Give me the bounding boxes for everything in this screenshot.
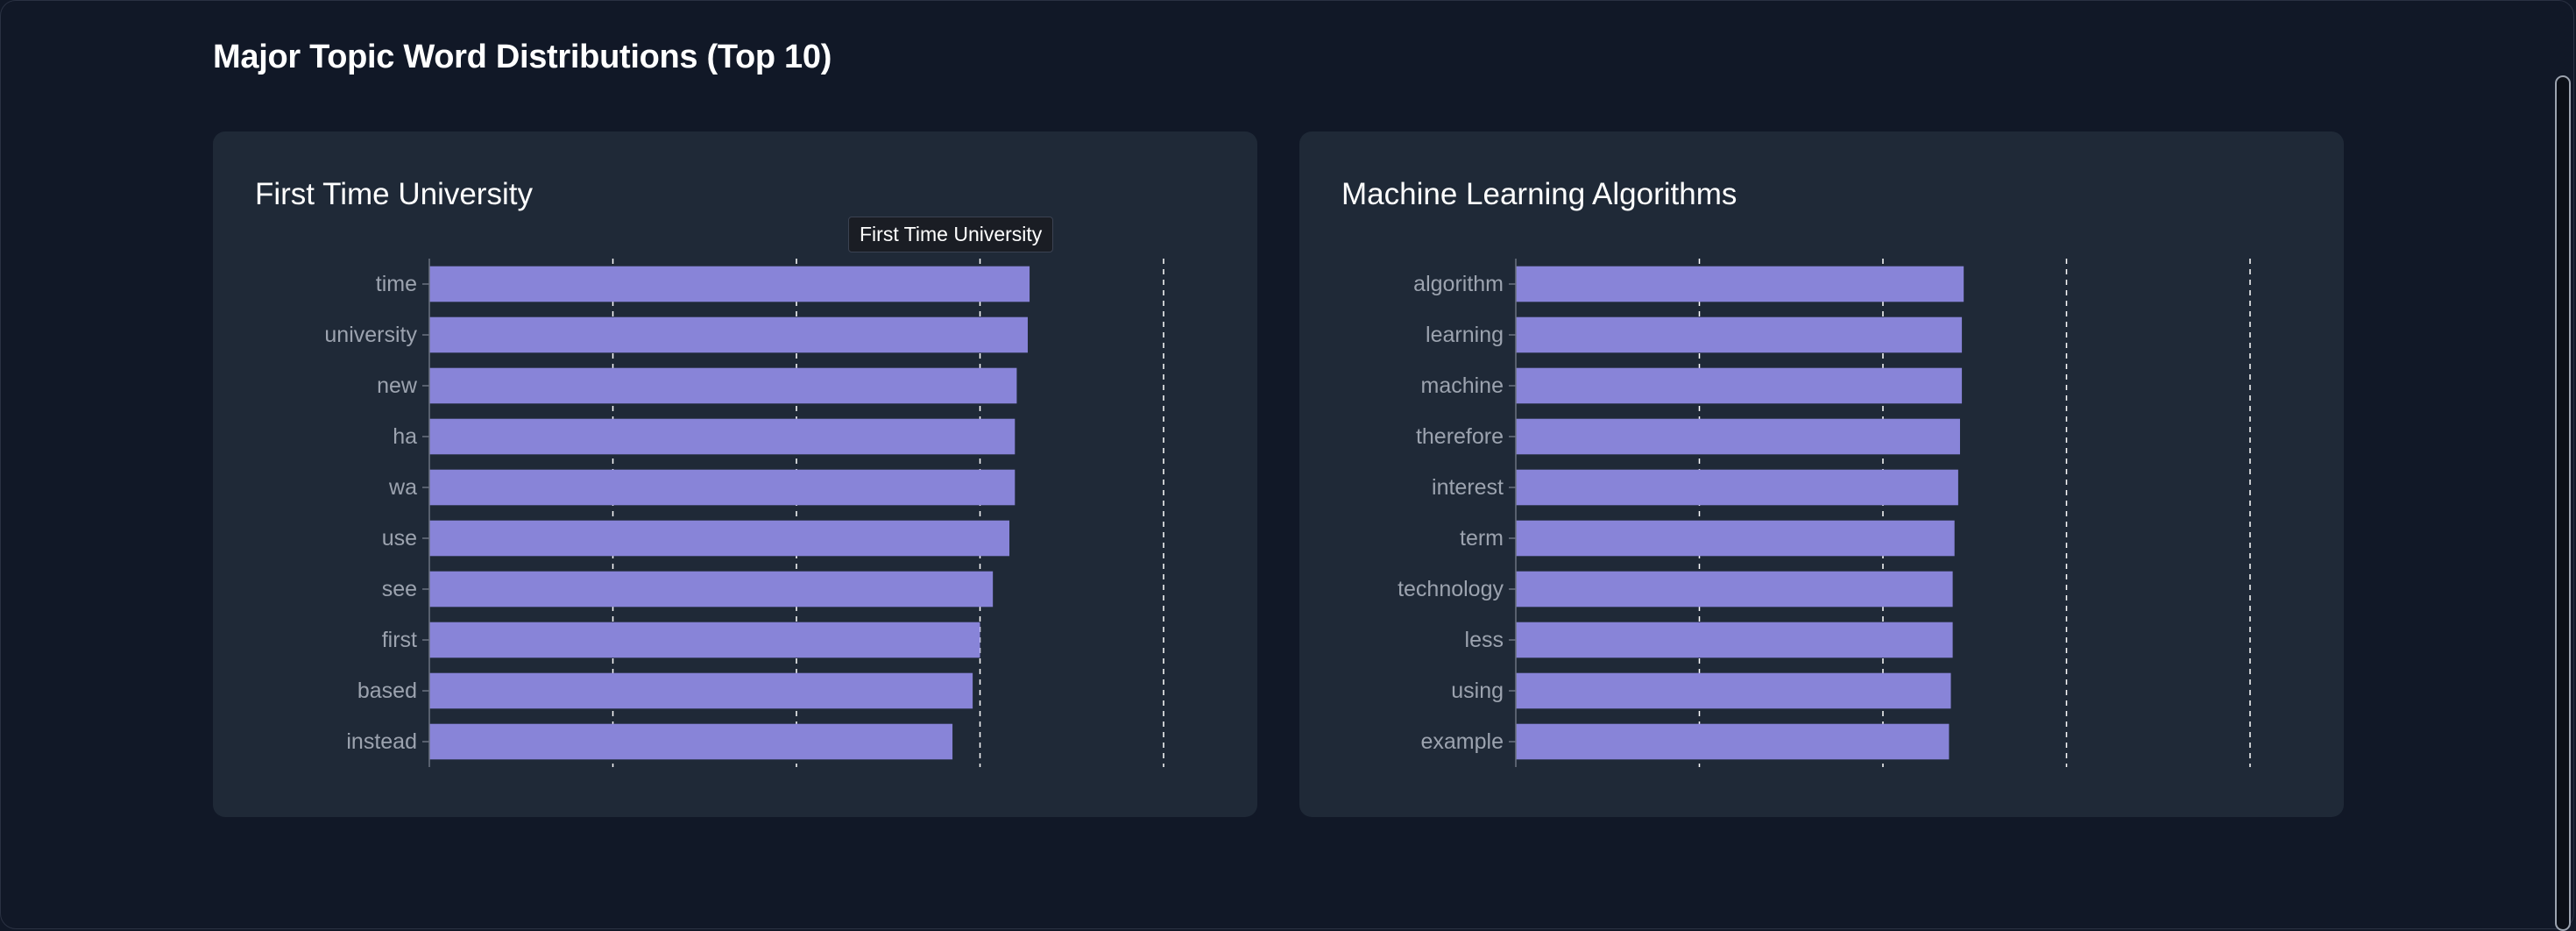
bar-learning: [1516, 316, 1963, 353]
y-tick-label: new: [377, 373, 418, 398]
chart-title: Machine Learning Algorithms: [1341, 177, 1737, 211]
y-tick-label: therefore: [1416, 424, 1504, 449]
bar-chart-first-time-university: time university new ha wa use see first based ins…: [324, 259, 1164, 767]
bar-interest: [1516, 469, 1958, 506]
chart-card-machine-learning-algorithms: Machine Learning Algorithms algorithm lea…: [1299, 131, 2344, 817]
page-scrollbar[interactable]: [2555, 75, 2571, 931]
chart-tooltip: First Time University: [848, 217, 1054, 252]
y-tick-label: machine: [1421, 373, 1504, 398]
y-tick-label: time: [376, 272, 417, 296]
bar-instead: [429, 723, 953, 760]
bar-using: [1516, 672, 1951, 709]
bar-technology: [1516, 571, 1953, 608]
y-tick-label: less: [1465, 628, 1504, 652]
y-tick-label: wa: [388, 475, 417, 500]
y-tick-label: see: [382, 577, 417, 601]
bar-use: [429, 520, 1010, 557]
bar-term: [1516, 520, 1955, 557]
y-tick-label: ha: [393, 424, 417, 449]
y-tick-label: first: [382, 628, 417, 652]
bar-chart-machine-learning-algorithms: algorithm learning machine therefore interes…: [1398, 259, 2251, 767]
chart-card-first-time-university: First Time University time university new h…: [213, 131, 1257, 817]
bar-time: [429, 266, 1030, 302]
y-tick-label: university: [324, 323, 417, 347]
page-title: Major Topic Word Distributions (Top 10): [213, 39, 832, 75]
y-tick-label: algorithm: [1413, 272, 1504, 296]
bar-based: [429, 672, 973, 709]
bar-new: [429, 367, 1017, 404]
bar-therefore: [1516, 418, 1960, 455]
y-tick-label: using: [1451, 679, 1504, 703]
bar-less: [1516, 622, 1953, 658]
bar-wa: [429, 469, 1016, 506]
bar-example: [1516, 723, 1950, 760]
y-tick-label: technology: [1398, 577, 1504, 601]
y-tick-label: based: [357, 679, 417, 703]
y-tick-label: use: [382, 526, 417, 551]
bar-machine: [1516, 367, 1963, 404]
bar-first: [429, 622, 980, 658]
y-tick-label: instead: [346, 729, 417, 754]
y-tick-label: interest: [1432, 475, 1504, 500]
bar-university: [429, 316, 1028, 353]
chart-title: First Time University: [255, 177, 533, 211]
bar-see: [429, 571, 994, 608]
bar-ha: [429, 418, 1016, 455]
y-tick-label: term: [1460, 526, 1504, 551]
y-tick-label: example: [1421, 729, 1504, 754]
y-tick-label: learning: [1426, 323, 1504, 347]
bar-algorithm: [1516, 266, 1964, 302]
